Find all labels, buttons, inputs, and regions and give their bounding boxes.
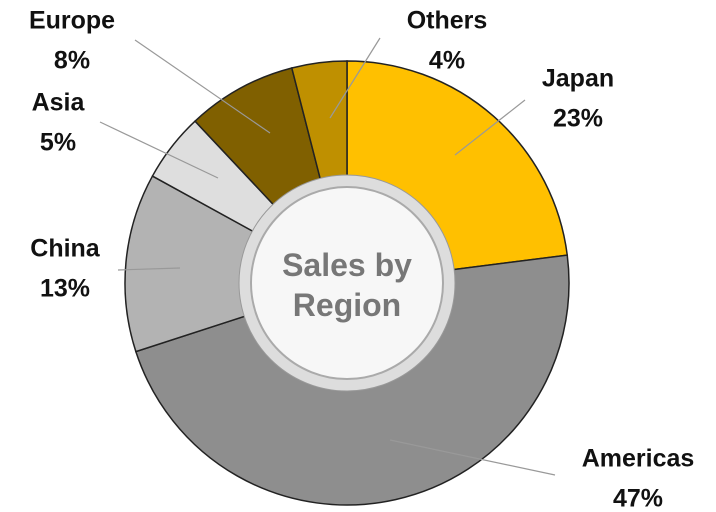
slice-label: China	[30, 235, 101, 263]
leader-line	[329, 37, 381, 119]
slice-label: Others	[407, 7, 488, 35]
leader-line	[454, 99, 526, 156]
slice-value: 23%	[553, 105, 603, 133]
slice-value: 8%	[54, 47, 90, 75]
slice-value: 13%	[40, 275, 90, 303]
slice-value: 47%	[613, 485, 663, 512]
leader-line	[389, 439, 556, 476]
chart-title: Sales by Region	[282, 247, 412, 323]
slice-label: Japan	[542, 65, 614, 93]
slice-label: Americas	[582, 445, 695, 473]
slice-label: Europe	[29, 7, 115, 35]
center-hole	[250, 186, 444, 380]
leader-line	[117, 267, 181, 271]
leader-line	[134, 39, 271, 134]
leader-line	[99, 121, 219, 179]
slice-value: 4%	[429, 47, 465, 75]
slice-value: 5%	[40, 129, 76, 157]
slice-label: Asia	[32, 89, 86, 117]
